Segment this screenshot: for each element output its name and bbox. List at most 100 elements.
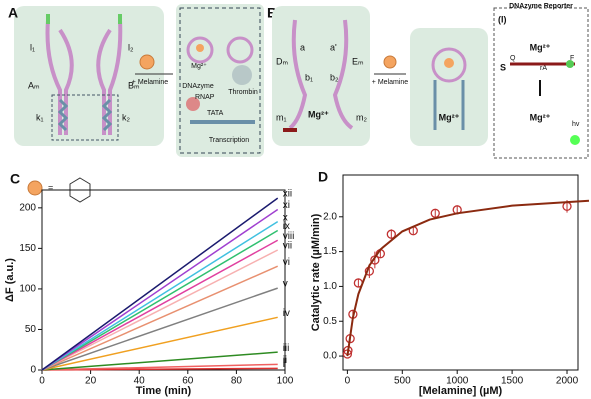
label: b₁ — [305, 72, 313, 82]
inset-box — [176, 4, 264, 157]
y-tick-label: 200 — [19, 202, 36, 213]
strand — [57, 98, 113, 132]
label: Thrombin — [228, 89, 258, 96]
strand — [288, 19, 354, 130]
series-label: ii — [283, 355, 287, 366]
panel-b-box — [272, 6, 370, 146]
loop — [431, 47, 467, 83]
melamine-structure — [69, 177, 91, 203]
panel-label: D — [318, 169, 328, 185]
label: a' — [330, 42, 337, 52]
product-box — [410, 28, 488, 146]
panel-a-box — [14, 6, 164, 146]
line — [41, 229, 279, 371]
y-tick-label: 2.0 — [323, 211, 337, 222]
x-tick-label: 1500 — [501, 376, 524, 387]
x-tick-label: 40 — [134, 376, 146, 387]
label: k₂ — [122, 112, 131, 122]
line — [41, 220, 279, 371]
label: Mg²⁺ — [308, 109, 329, 119]
series-label: v — [283, 279, 288, 290]
y-tick-label: 150 — [19, 243, 36, 254]
label: k₁ — [36, 112, 44, 122]
label: rA — [540, 65, 547, 72]
series-label: vi — [283, 257, 290, 268]
arrow-label: + Melamine — [132, 79, 168, 86]
loop — [186, 36, 214, 64]
thrombin-icon — [232, 65, 252, 85]
label: Mg²⁺ — [439, 112, 460, 122]
strand — [96, 19, 123, 135]
label: Mg²⁺ — [530, 42, 551, 52]
label: S — [500, 62, 506, 72]
melamine — [444, 58, 454, 68]
x-tick-label: 1000 — [446, 376, 469, 387]
label: DNAzyme Reporter — [509, 3, 573, 10]
plot-frame — [41, 189, 286, 371]
series-label: viii — [283, 231, 295, 242]
label: l₁ — [30, 42, 35, 52]
y-tick-label: 50 — [25, 324, 37, 335]
label: RNAP — [195, 94, 215, 101]
x-tick-label: 60 — [182, 376, 194, 387]
label: DNAzyme — [182, 83, 214, 90]
line — [41, 249, 279, 371]
x-tick-label: 100 — [277, 376, 294, 387]
x-tick-label: 500 — [394, 376, 411, 387]
arrow-label: + Melamine — [372, 79, 408, 86]
series-label: xi — [283, 200, 290, 211]
label: TATA — [207, 110, 224, 117]
series-label: xii — [283, 189, 292, 200]
panel-label: A — [8, 5, 18, 21]
rnap-icon — [186, 97, 200, 111]
series-label: iv — [283, 308, 290, 319]
line — [41, 265, 279, 371]
strand — [433, 80, 465, 130]
x-tick-label: 20 — [85, 376, 97, 387]
line — [41, 239, 279, 371]
label: m₂ — [356, 112, 367, 122]
melamine — [196, 44, 204, 52]
y-tick-label: 100 — [19, 284, 36, 295]
y-axis-label: ΔF (a.u.) — [4, 258, 16, 302]
plot-frame — [342, 174, 579, 371]
melamine — [383, 55, 397, 69]
y-tick-label: 1.5 — [323, 246, 337, 257]
y-tick-label: 0.0 — [323, 351, 337, 362]
series-label: x — [283, 212, 288, 223]
loop — [226, 36, 254, 64]
label: Aₘ — [28, 80, 40, 90]
label: Eₘ — [352, 56, 364, 66]
x-tick-label: 0 — [345, 376, 351, 387]
y-tick-label: 1.0 — [323, 281, 337, 292]
x-tick-label: 80 — [231, 376, 243, 387]
line — [41, 287, 278, 371]
label: Transcription — [209, 137, 249, 144]
label: Dₘ — [276, 56, 288, 66]
melamine — [139, 54, 155, 70]
fluorophore — [566, 60, 574, 68]
point — [386, 229, 396, 239]
fluorophore — [570, 135, 580, 145]
y-axis-label: Catalytic rate (µM/min) — [310, 213, 322, 331]
label: b₂ — [330, 72, 339, 82]
series-label: ix — [283, 221, 290, 232]
label: Q — [510, 55, 516, 62]
label: Mg²⁺ — [530, 112, 551, 122]
panel-label: B — [267, 5, 277, 21]
series-label: vii — [283, 241, 292, 252]
x-axis-label: Time (min) — [136, 385, 192, 397]
dashed-box — [51, 94, 119, 141]
series-label: i — [283, 359, 285, 370]
label: a — [300, 42, 305, 52]
line — [346, 199, 590, 357]
panel-label: C — [10, 171, 20, 187]
melamine — [27, 180, 43, 196]
line — [41, 351, 278, 371]
label: (I) — [498, 14, 507, 24]
reporter-box — [493, 7, 589, 159]
label: l₂ — [128, 42, 134, 52]
line — [41, 316, 278, 371]
